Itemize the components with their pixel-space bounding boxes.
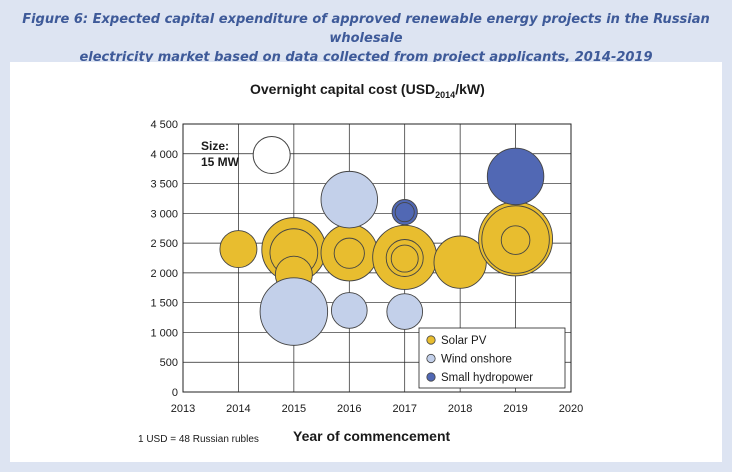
y-tick-label: 4 500 (150, 119, 178, 131)
y-tick-label: 2 000 (150, 268, 178, 280)
x-tick-label: 2013 (171, 403, 195, 415)
legend: Solar PV Wind onshore Small hydropower (418, 327, 566, 389)
x-tick-label: 2015 (282, 403, 306, 415)
y-tick-label: 3 000 (150, 208, 178, 220)
small-hydropower-bubble (486, 147, 545, 206)
y-tick-label: 500 (160, 357, 178, 369)
legend-label: Small hydropower (441, 372, 533, 384)
currency-note: 1 USD = 48 Russian rubles (138, 434, 259, 445)
axes: 2013 2014 2015 2016 2017 2018 2019 2020 0 500 1 00… (150, 119, 583, 415)
wind-onshore-bubble (259, 277, 329, 346)
y-tick-label: 2 500 (150, 238, 178, 250)
solar-pv-bubble (219, 230, 258, 269)
wind-onshore-bubble (386, 293, 424, 330)
size-key-bubble (252, 135, 291, 174)
x-tick-label: 2017 (392, 403, 416, 415)
legend-label: Solar PV (441, 335, 487, 347)
legend-marker (426, 353, 436, 364)
x-tick-label: 2014 (226, 403, 250, 415)
y-tick-label: 3 500 (150, 179, 178, 191)
figure-title-line-2: electricity market based on data collect… (79, 50, 653, 65)
solar-pv-bubble (333, 237, 365, 269)
legend-marker (426, 372, 436, 382)
y-tick-label: 1 000 (150, 327, 178, 339)
x-tick-label: 2018 (448, 403, 472, 415)
size-key: Size: 15 MW (201, 135, 291, 174)
small-hydropower-bubble (394, 202, 415, 223)
x-tick-label: 2019 (503, 403, 527, 415)
y-tick-label: 1 500 (150, 298, 178, 310)
wind-onshore-bubble (330, 292, 368, 329)
size-key-label-1: Size: (201, 139, 229, 153)
bubble-layer (219, 147, 554, 346)
legend-box (418, 327, 566, 389)
y-tick-label: 4 000 (150, 149, 178, 161)
legend-marker (426, 335, 436, 345)
bubble-chart: Overnight capital cost (USD2014/kW) 2013… (138, 81, 583, 445)
y-tick-label: 0 (172, 387, 178, 399)
solar-pv-bubble (390, 244, 419, 273)
plot-frame (182, 123, 572, 393)
x-tick-label: 2020 (559, 403, 583, 415)
size-key-label-2: 15 MW (201, 155, 240, 169)
x-axis-label: Year of commencement (293, 428, 451, 444)
chart-panel: Overnight capital cost (USD2014/kW) 2013… (10, 62, 722, 462)
wind-onshore-bubble (320, 170, 378, 229)
figure-title-line-1: Figure 6: Expected capital expenditure o… (22, 12, 710, 46)
chart-title: Overnight capital cost (USD2014/kW) (250, 81, 485, 100)
figure-title: Figure 6: Expected capital expenditure o… (0, 10, 732, 67)
x-tick-label: 2016 (337, 403, 361, 415)
legend-label: Wind onshore (441, 354, 512, 366)
solar-pv-bubble (500, 225, 531, 255)
